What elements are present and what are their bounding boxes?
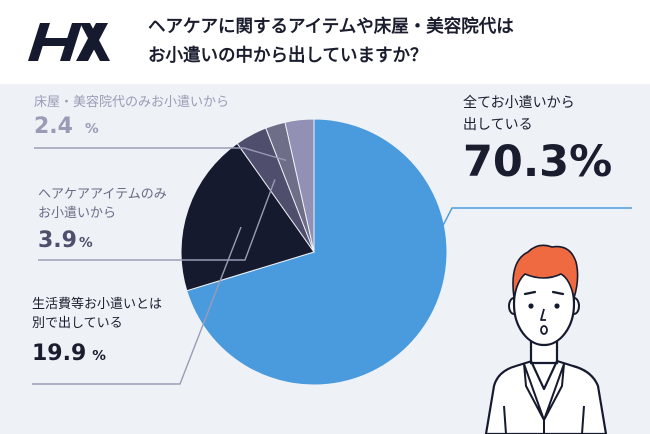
label-all-value: 70.3% [463,136,612,188]
label-living-category-1: 生活費等お小遣いとは [32,297,163,312]
label-all-category-1: 全てお小遣いから [463,95,575,111]
slice-other [284,118,315,253]
label-all-number: 70.3 [463,137,570,187]
man-eye-right [554,303,560,309]
label-all-category-2: 出している [463,117,533,133]
man-hair [512,244,579,299]
label-all: 全てお小遣いから 出している 70.3% [463,92,612,188]
man-lapel-right [543,363,565,421]
man-nose [540,308,546,321]
slice-all-allowance [186,118,448,386]
label-living-unit: % [92,348,106,364]
leader-line-living [32,226,242,385]
man-coat [484,359,608,434]
label-haircare-value: 3.9% [38,227,167,257]
label-haircare-number: 3.9 [38,228,77,253]
label-haircare: ヘアケアアイテムのみ お小遣いから 3.9% [38,185,167,257]
leader-line-haircare [38,179,276,261]
leader-line-barber [34,147,287,162]
man-arm-left [503,405,507,434]
label-barber-category: 床屋・美容院代のみお小遣いから [34,95,230,110]
label-haircare-category-1: ヘアケアアイテムのみ [38,187,167,202]
man-shirt [530,360,558,391]
hix-logo [28,23,110,61]
page-title: ヘアケアに関するアイテムや床屋・美容院代は お小遣いの中から出していますか？ [148,13,638,71]
label-living-number: 19.9 [32,341,87,366]
label-living: 生活費等お小遣いとは 別で出している 19.9% [32,295,162,370]
label-barber-value: 2.4% [34,113,229,143]
label-living-value: 19.9% [32,340,162,370]
label-barber-unit: % [84,121,99,137]
label-haircare-unit: % [78,235,93,251]
label-all-unit: % [569,137,613,187]
header: ヘアケアに関するアイテムや床屋・美容院代は お小遣いの中から出していますか？ [0,0,650,84]
leader-line-all [427,207,632,255]
man-arm-right [581,405,585,434]
man-eye-left [528,303,534,309]
man-illustration [484,244,608,434]
pie-chart [32,118,632,434]
man-lapel-left [523,363,545,421]
man-brow-left [523,290,537,296]
title-line-1: ヘアケアに関するアイテムや床屋・美容院代は [148,17,514,37]
label-haircare-category-2: お小遣いから [38,206,117,221]
man-mouth [540,325,548,335]
label-barber: 床屋・美容院代のみお小遣いから 2.4% [34,93,229,143]
label-living-category-2: 別で出している [32,316,123,331]
man-brow-right [551,290,565,296]
title-line-2: お小遣いの中から出していますか？ [148,46,428,66]
label-barber-number: 2.4 [34,114,73,139]
chart-area: 床屋・美容院代のみお小遣いから 2.4% ヘアケアアイテムのみ お小遣いから 3… [0,84,650,434]
slice-separate-budget [180,142,315,292]
